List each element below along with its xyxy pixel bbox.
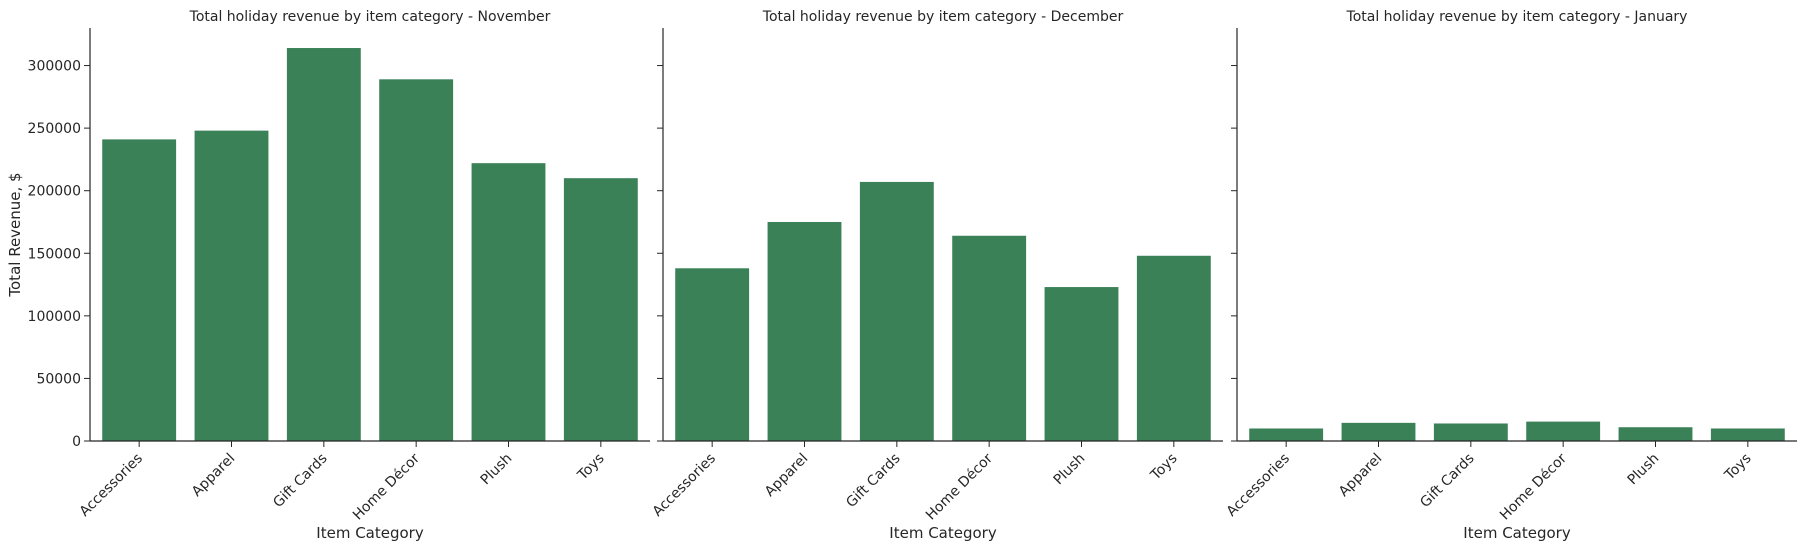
bar-gift-cards [1433, 423, 1508, 441]
bar-apparel [767, 221, 842, 441]
panel-title: Total holiday revenue by item category -… [762, 9, 1124, 25]
y-tick-label: 100000 [28, 309, 81, 325]
y-tick-label: 250000 [28, 121, 81, 137]
panel-title: Total holiday revenue by item category -… [1346, 9, 1688, 25]
y-tick-label: 150000 [28, 246, 81, 262]
x-tick-label: Home Décor [1497, 450, 1570, 523]
x-axis-label: Item Category [889, 524, 997, 542]
x-tick-label: Home Décor [923, 450, 996, 523]
bar-accessories [675, 268, 750, 441]
bar-home-d-cor [952, 235, 1027, 441]
x-tick-label: Toys [574, 451, 607, 484]
y-tick-label: 0 [72, 434, 81, 450]
x-tick-label: Gift Cards [270, 451, 330, 511]
bar-plush [1618, 427, 1693, 441]
x-tick-label: Plush [478, 451, 516, 489]
x-tick-label: Accessories [650, 451, 719, 520]
y-tick-label: 300000 [28, 59, 81, 75]
bar-apparel [194, 130, 269, 441]
x-tick-label: Gift Cards [1417, 451, 1477, 511]
bar-toys [1136, 255, 1211, 441]
x-tick-label: Accessories [1224, 451, 1293, 520]
x-tick-label: Plush [1625, 451, 1663, 489]
x-axis-label: Item Category [316, 524, 424, 542]
x-tick-label: Home Décor [350, 450, 423, 523]
bar-toys [563, 178, 638, 441]
x-tick-label: Apparel [1336, 451, 1385, 500]
bar-home-d-cor [1526, 421, 1601, 441]
bar-gift-cards [286, 48, 361, 442]
x-tick-label: Apparel [189, 451, 238, 500]
y-axis-label: Total Revenue, $ [6, 172, 24, 297]
bar-toys [1710, 428, 1785, 441]
bar-gift-cards [859, 181, 934, 441]
bar-plush [471, 163, 546, 441]
bar-accessories [102, 139, 177, 442]
x-tick-label: Gift Cards [843, 451, 903, 511]
chart-panel-1: Total holiday revenue by item category -… [28, 9, 650, 542]
y-tick-label: 50000 [36, 371, 81, 387]
x-axis-label: Item Category [1463, 524, 1571, 542]
x-tick-label: Apparel [762, 451, 811, 500]
chart-panel-3: Total holiday revenue by item category -… [1224, 9, 1797, 542]
x-tick-label: Toys [1147, 451, 1180, 484]
y-tick-label: 200000 [28, 184, 81, 200]
chart-panel-2: Total holiday revenue by item category -… [650, 9, 1223, 542]
x-tick-label: Plush [1051, 451, 1089, 489]
bar-plush [1044, 287, 1119, 441]
x-tick-label: Accessories [77, 451, 146, 520]
x-tick-label: Toys [1721, 451, 1754, 484]
panel-title: Total holiday revenue by item category -… [189, 9, 551, 25]
bar-home-d-cor [379, 79, 454, 441]
bar-apparel [1341, 422, 1416, 441]
bar-accessories [1249, 428, 1324, 441]
